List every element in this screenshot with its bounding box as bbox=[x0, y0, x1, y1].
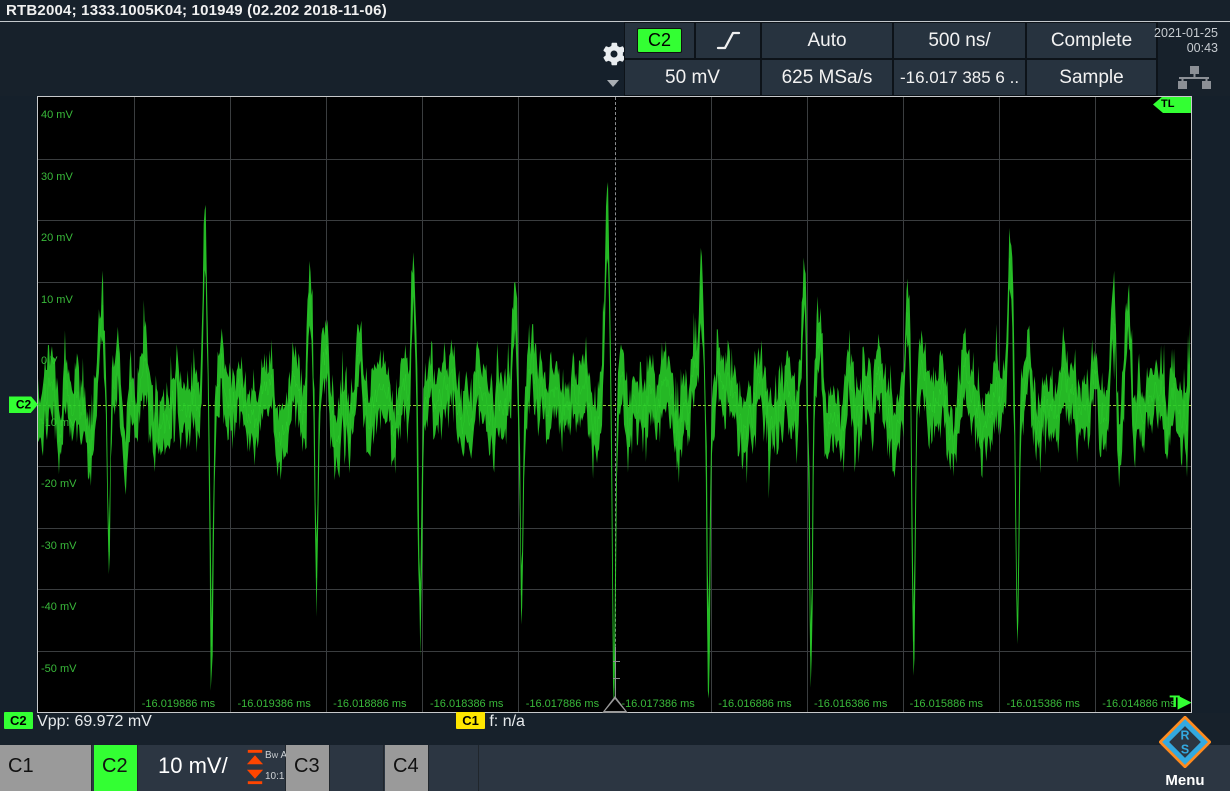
svg-text:S: S bbox=[1181, 742, 1189, 756]
svg-text:R: R bbox=[1181, 729, 1190, 743]
